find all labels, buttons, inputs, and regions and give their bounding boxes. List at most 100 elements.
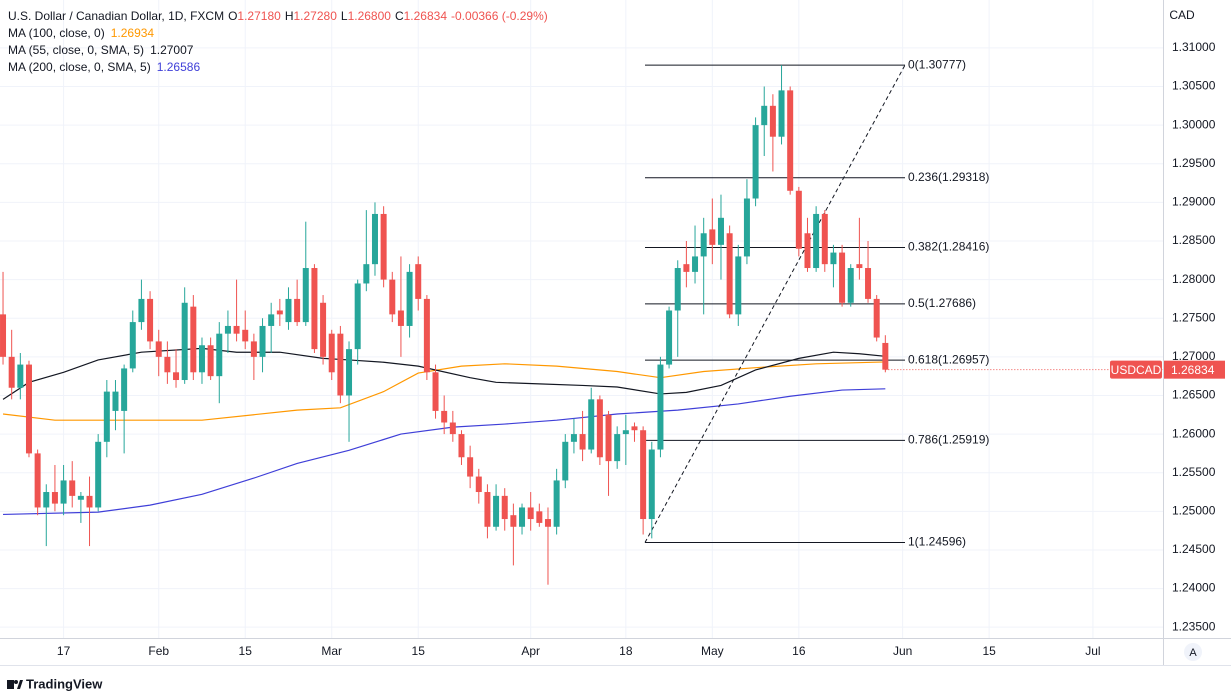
legend-value: 1.27007 [150,43,194,57]
candle-body [458,434,465,458]
x-tick-label: Apr [521,644,540,658]
candle-body [259,325,266,357]
x-tick-label: Jul [1085,644,1100,658]
x-tick-label: 17 [57,644,71,658]
candle-body [337,333,344,396]
candle-body [683,264,690,272]
currency-label: CAD [1169,8,1195,22]
candle-body [103,391,110,442]
candle-body [596,399,603,458]
candle-body [743,198,750,257]
candle-body [0,314,7,357]
y-tick-label: 1.26500 [1172,388,1216,402]
candle-body [155,341,162,357]
y-tick-label: 1.30000 [1172,117,1216,131]
candle-body [622,430,629,435]
candle-body [138,298,145,323]
x-tick-label: May [701,644,724,658]
candle-body [735,256,742,315]
candle-body [294,298,301,323]
candle-body [328,333,335,373]
candle-body [666,310,673,365]
candle-body [198,345,205,373]
candle-body [614,434,621,462]
price-tag [1164,360,1225,379]
candle-body [752,125,759,199]
candle-body [129,322,136,369]
candle-body [605,414,612,462]
candle-body [86,495,93,508]
y-tick-label: 1.25000 [1172,503,1216,517]
x-tick-label: 15 [239,644,253,658]
legend-row: MA (100, close, 0) 1.26934 [8,25,548,42]
candle-body [830,252,837,265]
candle-body [207,345,214,377]
candle-body [371,213,378,265]
candle-body [795,190,802,249]
legend-row: MA (200, close, 0, SMA, 5) 1.26586 [8,59,548,76]
price-tag-label: 1.26834 [1171,363,1215,377]
candle-body [242,329,249,342]
ohlc-key: C [394,9,404,23]
candle-body [484,492,491,527]
candle-body [224,325,231,334]
candle-body [709,229,716,245]
fib-level-label: 1(1.24596) [908,535,966,549]
candle-body [320,302,327,357]
auto-scale-label[interactable]: A [1189,647,1197,659]
candle-body [121,368,128,411]
candle-body [467,457,474,477]
candle-body [112,391,119,411]
y-tick-label: 1.27000 [1172,349,1216,363]
candle-body [397,310,404,326]
candle-body [17,364,24,388]
ohlc-value: 1.26800 [347,9,391,23]
candle-body [346,349,353,396]
x-tick-label: 18 [619,644,633,658]
candle-body [302,268,309,323]
x-tick-label: 15 [412,644,426,658]
moving-average-line [2,347,886,400]
candle-body [536,511,543,523]
candle-body [406,271,413,326]
candle-body [761,105,768,126]
x-tick-label: Mar [321,644,342,658]
candle-body [389,279,396,315]
legend-value: 1.26586 [156,60,201,74]
symbol-tag [1110,360,1162,379]
candle-body [43,492,50,508]
candle-body [692,256,699,272]
symbol-tag-label: USDCAD [1111,363,1162,377]
fib-level-label: 0.382(1.28416) [908,240,989,254]
candle-body [25,364,32,454]
candle-body [354,283,361,350]
symbol-title: U.S. Dollar / Canadian Dollar, 1D, FXCM [8,9,225,23]
candle-body [717,217,724,245]
fib-level-label: 0.618(1.26957) [908,352,989,366]
candle-body [250,341,257,357]
candle-body [804,233,811,269]
legend-row: MA (55, close, 0, SMA, 5) 1.27007 [8,42,548,59]
logo-part [14,680,18,684]
ohlc-value: 1.27180 [237,9,281,23]
candle-body [778,90,785,137]
candle-body [847,268,854,303]
candle-body [34,453,41,508]
y-tick-label: 1.26000 [1172,426,1216,440]
candle-body [190,306,197,373]
x-tick-label: Jun [893,644,912,658]
ohlc-value: 1.26834 [403,9,448,23]
candle-body [95,441,102,508]
candle-body [562,441,569,481]
candle-body [527,507,534,520]
y-tick-label: 1.24500 [1172,542,1216,556]
candle-body [839,252,846,303]
auto-scale-button[interactable] [1184,643,1202,661]
logo-part [17,680,23,689]
candle-body [856,264,863,269]
ohlc-key: L [340,9,348,23]
candle-body [648,449,655,520]
candle-body [657,364,664,450]
candle-body [276,310,283,315]
